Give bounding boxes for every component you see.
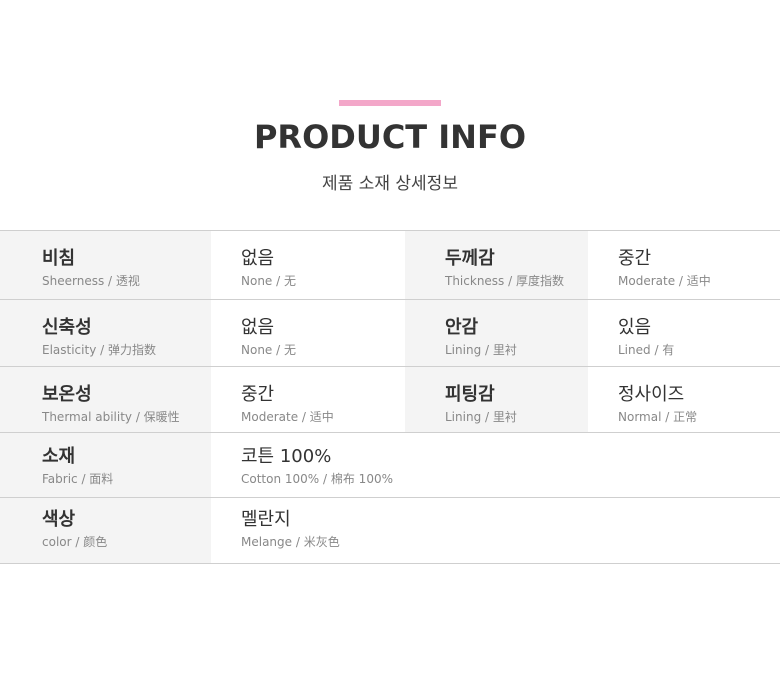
attribute-value-translation: None / 无: [241, 343, 296, 357]
attribute-name: 안감: [445, 317, 479, 338]
attribute-translation: color / 颜色: [42, 535, 108, 549]
attribute-label-cell: 신축성 Elasticity / 弹力指数: [0, 300, 211, 366]
attribute-translation: Thermal ability / 保暖性: [42, 410, 180, 424]
attribute-label-cell: 피팅감 Lining / 里衬: [405, 367, 588, 432]
attribute-value: 중간: [618, 248, 652, 269]
attribute-value-translation: Moderate / 适中: [241, 410, 334, 424]
attribute-translation: Sheerness / 透视: [42, 274, 140, 288]
attribute-name: 피팅감: [445, 384, 495, 405]
attribute-value-translation: None / 无: [241, 274, 296, 288]
attribute-value: 없음: [241, 317, 275, 338]
attribute-label-cell: 소재 Fabric / 面料: [0, 433, 211, 497]
attribute-name: 두께감: [445, 248, 495, 269]
attribute-value-cell: 있음 Lined / 有: [588, 300, 780, 366]
attribute-name: 비침: [42, 248, 76, 269]
attribute-value-translation: Lined / 有: [618, 343, 675, 357]
attribute-name: 보온성: [42, 384, 92, 405]
attribute-value-translation: Melange / 米灰色: [241, 535, 340, 549]
attribute-translation: Lining / 里衬: [445, 343, 517, 357]
attribute-label-cell: 두께감 Thickness / 厚度指数: [405, 231, 588, 299]
attribute-value-cell: 코튼 100% Cotton 100% / 棉布 100%: [211, 433, 780, 497]
attribute-value: 코튼 100%: [241, 446, 332, 467]
attribute-translation: Elasticity / 弹力指数: [42, 343, 156, 357]
attribute-label-cell: 안감 Lining / 里衬: [405, 300, 588, 366]
attribute-label-cell: 색상 color / 颜色: [0, 498, 211, 563]
attribute-value: 중간: [241, 384, 275, 405]
table-row: 보온성 Thermal ability / 保暖性 중간 Moderate / 适中…: [0, 367, 780, 433]
attribute-label-cell: 비침 Sheerness / 透视: [0, 231, 211, 299]
product-info-table: 비침 Sheerness / 透视 없음 None / 无 두께감 Thickness…: [0, 230, 780, 564]
page-subtitle: 제품 소재 상세정보: [322, 174, 458, 194]
attribute-value-cell: 없음 None / 无: [211, 300, 405, 366]
table-row: 신축성 Elasticity / 弹力指数 없음 None / 无 안감 Lining…: [0, 300, 780, 367]
attribute-value-cell: 중간 Moderate / 适中: [211, 367, 405, 432]
attribute-value: 있음: [618, 317, 652, 338]
attribute-name: 소재: [42, 446, 76, 467]
attribute-value-cell: 정사이즈 Normal / 正常: [588, 367, 780, 432]
attribute-name: 신축성: [42, 317, 92, 338]
attribute-value-cell: 멜란지 Melange / 米灰色: [211, 498, 780, 563]
attribute-translation: Lining / 里衬: [445, 410, 517, 424]
page-title: PRODUCT INFO: [253, 118, 527, 156]
attribute-translation: Fabric / 面料: [42, 472, 114, 486]
accent-bar: [339, 100, 441, 106]
attribute-translation: Thickness / 厚度指数: [445, 274, 564, 288]
table-row: 비침 Sheerness / 透视 없음 None / 无 두께감 Thickness…: [0, 231, 780, 300]
table-row: 색상 color / 颜色 멜란지 Melange / 米灰色: [0, 498, 780, 564]
attribute-value: 멜란지: [241, 509, 291, 530]
attribute-value-cell: 중간 Moderate / 适中: [588, 231, 780, 299]
attribute-value-translation: Cotton 100% / 棉布 100%: [241, 472, 393, 486]
table-row: 소재 Fabric / 面料 코튼 100% Cotton 100% / 棉布 10…: [0, 433, 780, 498]
attribute-name: 색상: [42, 509, 76, 530]
attribute-value-cell: 없음 None / 无: [211, 231, 405, 299]
attribute-value-translation: Normal / 正常: [618, 410, 698, 424]
attribute-label-cell: 보온성 Thermal ability / 保暖性: [0, 367, 211, 432]
attribute-value-translation: Moderate / 适中: [618, 274, 711, 288]
attribute-value: 없음: [241, 248, 275, 269]
attribute-value: 정사이즈: [618, 384, 685, 405]
